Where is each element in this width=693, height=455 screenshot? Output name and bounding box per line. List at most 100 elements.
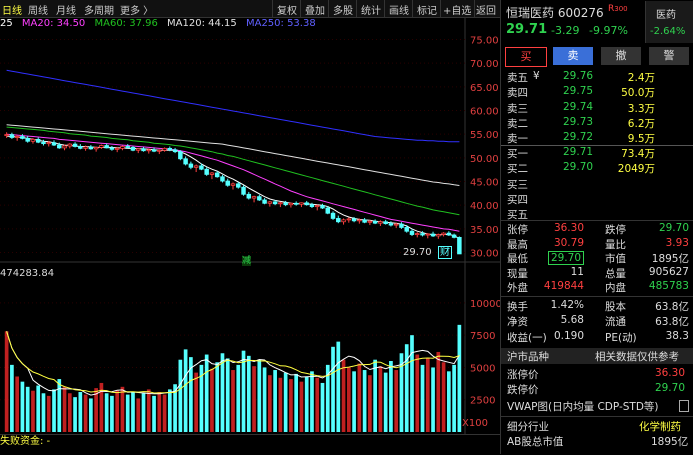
candle: [141, 146, 146, 152]
volume-bar: [89, 398, 93, 432]
cancel-order-button[interactable]: 撤: [601, 47, 641, 65]
volume-bar: [73, 397, 77, 432]
volume-bar: [194, 372, 198, 432]
price-tick-label: 60.00: [470, 106, 499, 117]
candle: [51, 140, 57, 146]
sell-level-1[interactable]: 卖一 29.72 9.5万: [507, 131, 689, 146]
buy-level-5[interactable]: 买五: [507, 207, 689, 222]
kline-chart[interactable]: 75.00 70.00 65.00 60.00 55.00 50.00 45.00 40.00…: [0, 0, 500, 454]
tab-monthly[interactable]: 月线: [56, 6, 76, 17]
sell-level-price: 29.76: [563, 70, 594, 82]
sell-level-2[interactable]: 卖二 29.73 6.2万: [507, 116, 689, 131]
vwap-label[interactable]: VWAP图(日内均量 CDP-STD等): [507, 401, 659, 413]
volume-bar: [110, 395, 114, 432]
volume-tick-label: 5000: [470, 363, 495, 374]
fund-label: 换手: [507, 301, 528, 313]
market-section-header[interactable]: 沪市品种 相关数据仅供参考: [501, 348, 693, 364]
candles: [4, 132, 462, 255]
market-section-left: 沪市品种: [507, 351, 549, 363]
volume-axis: 10000 7500 5000 2500: [470, 299, 500, 407]
draw-line-button[interactable]: 画线: [389, 6, 409, 17]
stat-label: 内盘: [605, 282, 626, 295]
candle: [388, 221, 394, 227]
volume-tick-label: 7500: [470, 331, 495, 342]
price-tick-label: 40.00: [470, 201, 499, 212]
finance-flag[interactable]: 财: [438, 246, 452, 259]
candle: [236, 181, 241, 189]
stock-code: 600276: [557, 6, 604, 20]
candle: [325, 206, 331, 215]
sell-level-label: 卖二: [507, 117, 528, 130]
buy-level-2[interactable]: 买二 29.70 2049万: [507, 161, 689, 176]
industry-value[interactable]: 化学制药: [639, 421, 681, 433]
mark-button[interactable]: 标记: [417, 6, 437, 17]
sell-button[interactable]: 卖: [553, 47, 593, 65]
volume-bar: [46, 395, 51, 432]
volume-ma-10: [6, 331, 460, 394]
candle: [457, 236, 462, 255]
candle: [125, 144, 130, 149]
overlay-button[interactable]: 叠加: [305, 6, 325, 17]
tab-daily[interactable]: 日线: [2, 6, 22, 17]
stat-label: 跌停: [605, 224, 626, 236]
volume-bar: [83, 394, 88, 432]
volume-bar: [383, 372, 388, 432]
buy-level-4[interactable]: 买四: [507, 192, 689, 207]
volume-bar: [341, 359, 346, 432]
vwap-toggle-icon[interactable]: [679, 400, 689, 412]
volume-bar: [25, 386, 30, 432]
tab-multi-period[interactable]: 多周期: [84, 6, 114, 17]
sell-level-4[interactable]: 卖四 29.75 50.0万: [507, 85, 689, 100]
buy-level-1[interactable]: 买一 29.71 73.4万: [507, 146, 689, 161]
volume-bar: [204, 354, 209, 432]
volume-bar: [99, 382, 104, 432]
multi-stock-button[interactable]: 多股: [333, 6, 353, 17]
buy-level-3[interactable]: 买三: [507, 177, 689, 192]
volume-bar: [352, 371, 356, 432]
candle: [451, 233, 457, 239]
volume-bar: [394, 370, 399, 432]
candle: [415, 232, 420, 238]
volume-bar: [378, 366, 383, 432]
candle: [267, 200, 273, 207]
volume-bar: [315, 377, 320, 432]
candle: [204, 167, 209, 176]
price-change: -3.29: [551, 24, 580, 37]
restore-rights-button[interactable]: 复权: [277, 6, 297, 17]
back-button[interactable]: 返回: [476, 6, 496, 17]
sell-level-price: 29.74: [563, 100, 594, 113]
tab-weekly[interactable]: 周线: [28, 6, 48, 17]
volume-bar: [457, 324, 462, 432]
market-cap-label: AB股总市值: [507, 436, 564, 448]
candle: [362, 217, 367, 224]
alert-button[interactable]: 警: [649, 47, 689, 65]
sell-level-5[interactable]: 卖五 ¥29.76 2.4万: [507, 70, 689, 85]
volume-bar: [152, 395, 156, 432]
volume-bar: [336, 341, 341, 432]
volume-bar: [4, 331, 9, 432]
candle: [20, 134, 25, 140]
candle: [346, 217, 352, 223]
buy-level-price: 29.71: [563, 146, 594, 158]
candle: [409, 228, 415, 236]
volume-bar: [373, 359, 377, 432]
add-watchlist-button[interactable]: +自选: [443, 6, 472, 17]
sell-level-volume: 2.4万: [627, 72, 655, 84]
sector-box[interactable]: 医药 -2.64%: [645, 1, 693, 43]
candle: [251, 195, 257, 203]
sell-level-volume: 9.5万: [627, 133, 655, 146]
candle: [104, 143, 109, 149]
reduce-flag[interactable]: 减: [242, 256, 252, 266]
tab-more[interactable]: 更多 〉: [120, 6, 154, 17]
fund-label: 收益(一): [507, 331, 547, 344]
sell-level-3[interactable]: 卖三 29.74 3.3万: [507, 101, 689, 116]
candle: [167, 146, 173, 152]
volume-tick-label: 2500: [470, 396, 495, 407]
candle: [220, 174, 225, 183]
ma20-label: MA20: 34.50: [21, 18, 86, 29]
candle: [372, 219, 378, 225]
statistics-button[interactable]: 统计: [361, 6, 381, 17]
buy-button[interactable]: 买: [505, 47, 547, 67]
candle: [135, 147, 141, 154]
volume-bar: [15, 376, 20, 432]
